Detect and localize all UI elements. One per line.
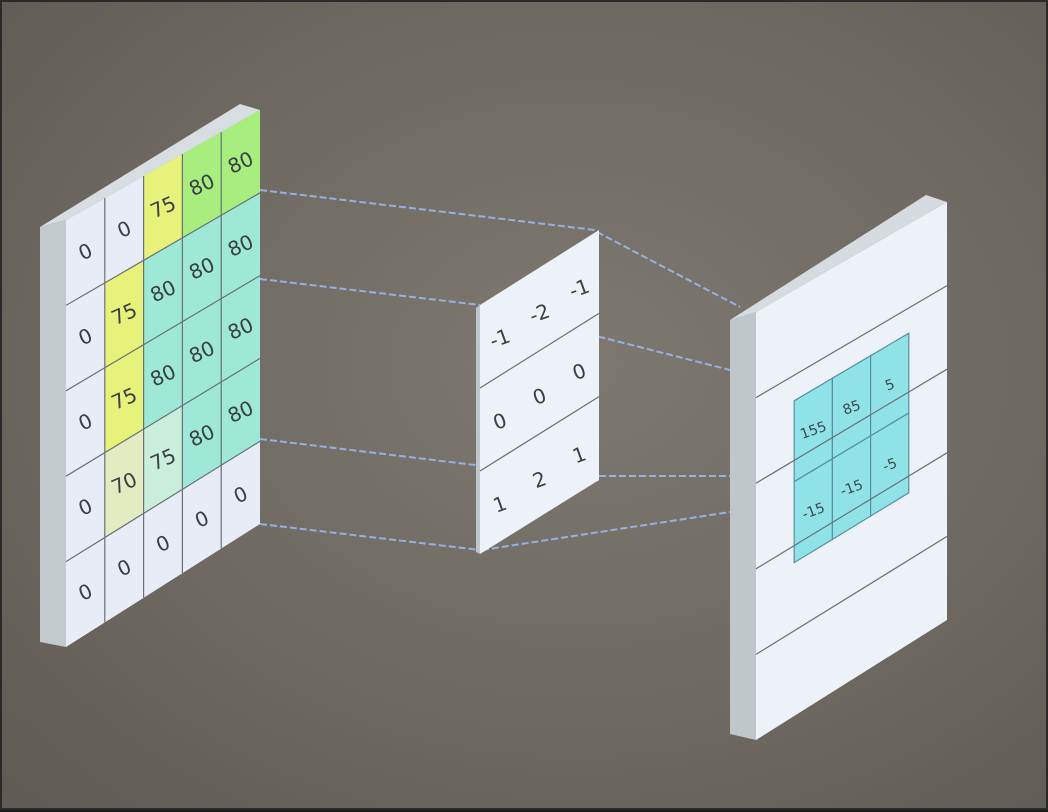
kernel-grid-line (479, 312, 600, 389)
input-grid-lines (65, 132, 261, 623)
input-cell-highlight (143, 237, 183, 345)
input-grid-line (65, 192, 261, 306)
input-cell-highlight (104, 429, 144, 538)
output-grid-line (755, 535, 948, 655)
output-grid-line (755, 285, 948, 399)
output-value: -5 (881, 455, 900, 475)
input-cell-highlight (104, 344, 144, 453)
input-cell-highlight (221, 192, 260, 299)
output-cells (793, 332, 910, 564)
input-cell-highlight (143, 154, 183, 261)
input-cell-highlight (182, 215, 222, 322)
output-panel-top (730, 195, 947, 320)
input-grid-line (65, 440, 261, 563)
output-panel-side (730, 312, 756, 740)
kernel-panel-edge (476, 305, 480, 554)
kernel-grid-line (479, 396, 600, 472)
input-panel-top (40, 104, 260, 227)
output-value: 85 (841, 398, 863, 419)
input-cell-highlight (143, 405, 183, 514)
kernel-panel-face (480, 230, 599, 554)
projection-line (481, 511, 731, 551)
input-grid-line (65, 357, 261, 477)
output-value: -15 (838, 477, 865, 500)
output-grid-line (755, 368, 948, 484)
input-cell-highlight (182, 298, 222, 406)
projection-line (259, 189, 596, 231)
input-grid-line (65, 275, 261, 392)
input-cell-highlight (221, 358, 260, 466)
input-panel-side (40, 220, 66, 647)
input-cell-highlight (182, 382, 222, 490)
output-grid-line (755, 452, 948, 570)
projection-line (259, 278, 481, 306)
input-cell-highlight (143, 321, 183, 430)
input-cells (104, 110, 260, 538)
projection-line (259, 523, 481, 551)
output-grid-lines (755, 285, 948, 655)
kernel-grid-lines (479, 312, 600, 472)
input-cell-highlight (182, 132, 222, 238)
input-cell-highlight (104, 260, 144, 368)
input-cell-highlight (221, 110, 260, 216)
input-cell-highlight (221, 275, 260, 382)
output-cell (869, 411, 910, 518)
output-value: -15 (800, 500, 827, 523)
projection-line (596, 231, 741, 308)
